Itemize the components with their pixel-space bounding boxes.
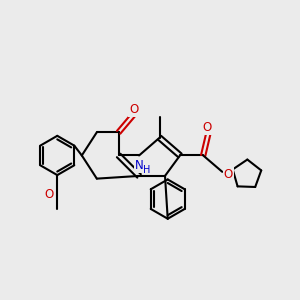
Text: H: H — [143, 166, 150, 176]
Text: O: O — [224, 168, 233, 181]
Text: O: O — [44, 188, 54, 202]
Text: O: O — [129, 103, 138, 116]
Text: N: N — [135, 159, 143, 172]
Text: O: O — [202, 121, 212, 134]
